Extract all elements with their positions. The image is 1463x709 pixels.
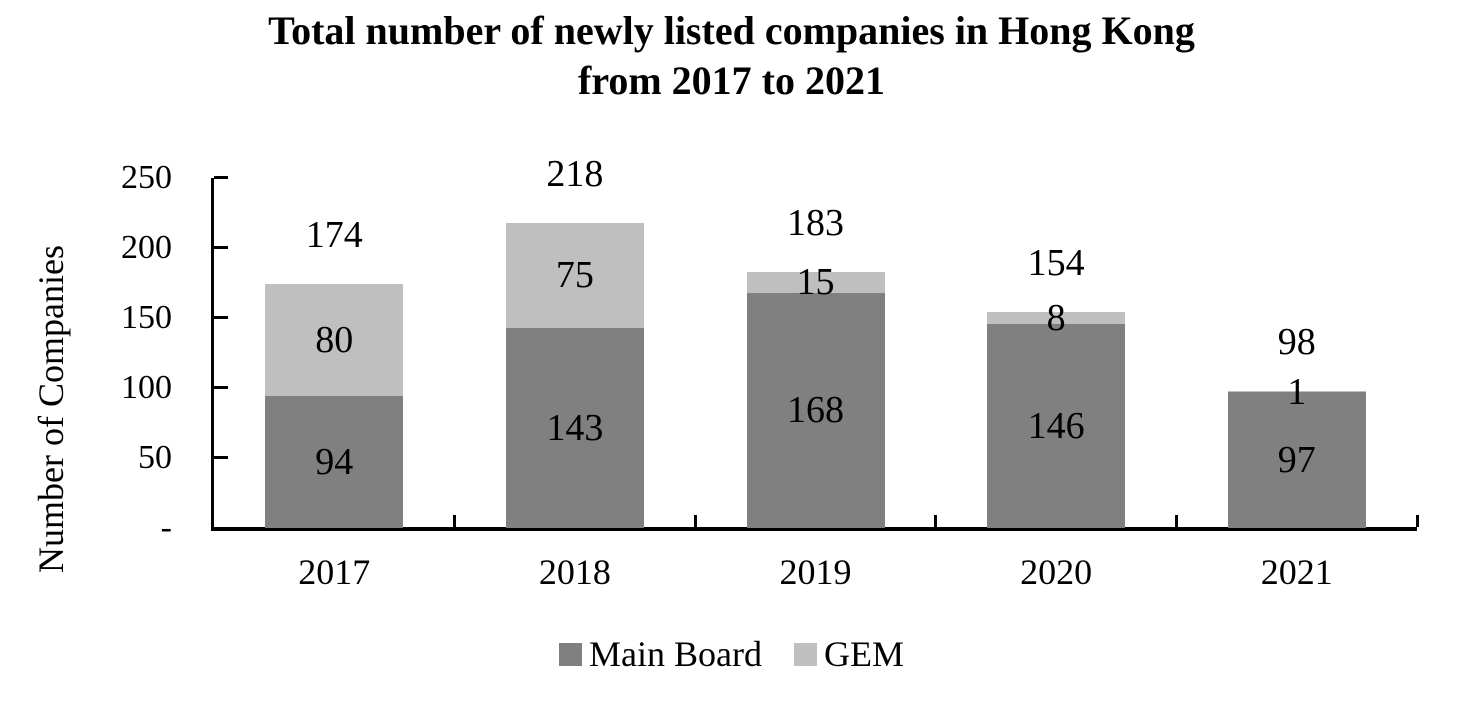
plot-area: - 50 100 150 200 250 80 94 174 2017 75 143 218 2018 15… [121,155,1419,592]
bar-2019: 15 168 183 [746,204,885,528]
bar-2017: 80 94 174 [265,216,404,528]
y-tick-label-100: 100 [121,369,172,406]
bar-2021-total-value: 98 [1277,320,1316,363]
x-tick-label-2019: 2019 [779,552,852,592]
x-tick-label-2021: 2021 [1260,552,1333,592]
bar-2018-total-value: 218 [546,152,604,195]
y-tick-mark-250 [214,176,228,179]
bar-2018-main-board-segment [505,327,644,528]
bar-2017-gem-segment [265,284,404,397]
y-tick-mark-150 [214,316,228,319]
legend-label-main-board: Main Board [589,634,762,674]
chart-title-line1: Total number of newly listed companies i… [268,8,1195,53]
chart-title: Total number of newly listed companies i… [0,6,1463,106]
x-tick-mark-5 [1415,515,1419,527]
bar-2020-total-value: 154 [1027,242,1085,285]
x-tick-mark-1 [453,515,457,527]
bar-2019-main-board-segment [746,292,885,528]
legend-label-gem: GEM [823,634,904,674]
y-tick-mark-200 [214,246,228,249]
bar-2020: 8 146 154 [987,244,1126,528]
y-tick-label-0: - [160,509,172,546]
x-tick-label-2017: 2017 [298,552,371,592]
y-tick-label-50: 50 [138,439,172,476]
x-tick-label-2018: 2018 [538,552,611,592]
bar-2018: 75 143 218 [505,155,644,528]
bar-2020-gem-segment [987,312,1126,324]
x-tick-mark-3 [934,515,938,527]
y-tick-mark-50 [214,456,228,459]
bar-2018-gem-segment [505,222,644,328]
bar-2019-gem-segment [746,271,885,293]
chart-title-line2: from 2017 to 2021 [578,58,885,103]
y-tick-label-200: 200 [121,229,172,266]
y-axis-line [211,178,214,531]
bar-2021-main-board-segment [1227,392,1366,528]
bar-2021-gem-segment [1227,390,1366,393]
x-tick-mark-2 [693,515,697,527]
legend-item-main-board: Main Board [559,634,762,674]
legend-swatch-gem [793,642,817,666]
legend-item-gem: GEM [793,634,904,674]
y-tick-mark-100 [214,386,228,389]
bar-2019-total-value: 183 [787,201,844,244]
x-tick-label-2020: 2020 [1020,552,1093,592]
legend-swatch-main-board [559,642,583,666]
x-tick-mark-4 [1174,515,1178,527]
y-tick-label-150: 150 [121,299,172,336]
bar-2017-main-board-segment [265,396,404,528]
y-tick-label-250: 250 [121,159,172,196]
bar-2017-total-value: 174 [305,214,363,257]
bar-2020-main-board-segment [987,323,1126,528]
bar-2021: 1 97 98 [1227,323,1366,528]
chart-legend: Main Board GEM [0,634,1463,674]
x-axis-line [211,527,1417,531]
